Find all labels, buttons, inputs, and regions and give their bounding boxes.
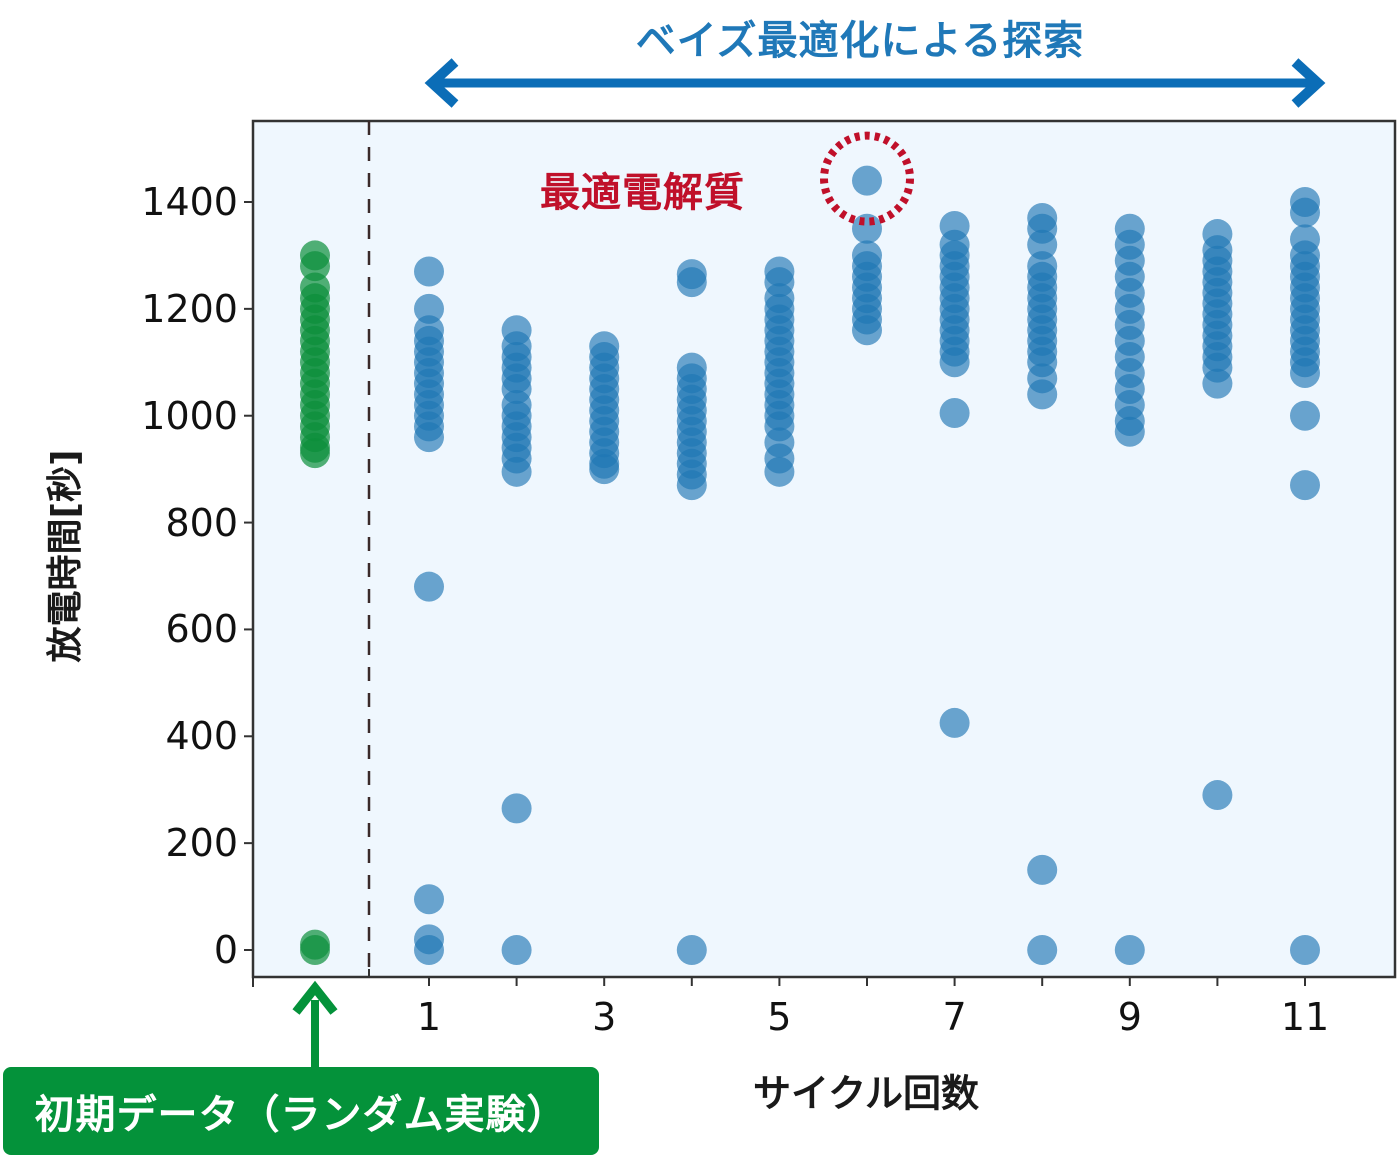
x-axis-ticks [252, 969, 1306, 987]
x-tick-label: 9 [1117, 995, 1142, 1039]
double-arrow-icon [424, 58, 1326, 108]
best-electrolyte-label: 最適電解質 [540, 170, 745, 216]
exploration-title: ベイズ最適化による探索 [635, 18, 1085, 64]
axes-spines [251, 119, 1397, 979]
x-tick-label: 5 [767, 995, 792, 1039]
y-tick-label: 200 [165, 821, 238, 866]
y-tick-label: 1000 [141, 393, 238, 438]
y-axis-label: 放電時間[秒] [45, 449, 86, 663]
y-tick-label: 600 [165, 607, 238, 652]
x-tick-label: 11 [1280, 995, 1330, 1039]
bayesian-points [414, 165, 1320, 965]
x-tick-label: 3 [592, 995, 617, 1039]
y-tick-label: 1200 [141, 286, 238, 331]
best-electrolyte-highlight-circle [820, 131, 914, 226]
y-tick-label: 400 [165, 714, 238, 759]
x-axis-label: サイクル回数 [752, 1071, 980, 1116]
y-tick-label: 1400 [141, 180, 238, 224]
y-axis-ticks [244, 201, 253, 951]
up-arrow-icon [292, 980, 338, 1068]
x-tick-label: 1 [416, 995, 442, 1039]
initial-data-badge: 初期データ（ランダム実験） [3, 1067, 599, 1155]
initial-data-points [300, 240, 330, 965]
y-tick-label: 0 [213, 928, 238, 972]
y-tick-label: 800 [165, 500, 238, 545]
x-tick-label: 7 [942, 995, 967, 1039]
